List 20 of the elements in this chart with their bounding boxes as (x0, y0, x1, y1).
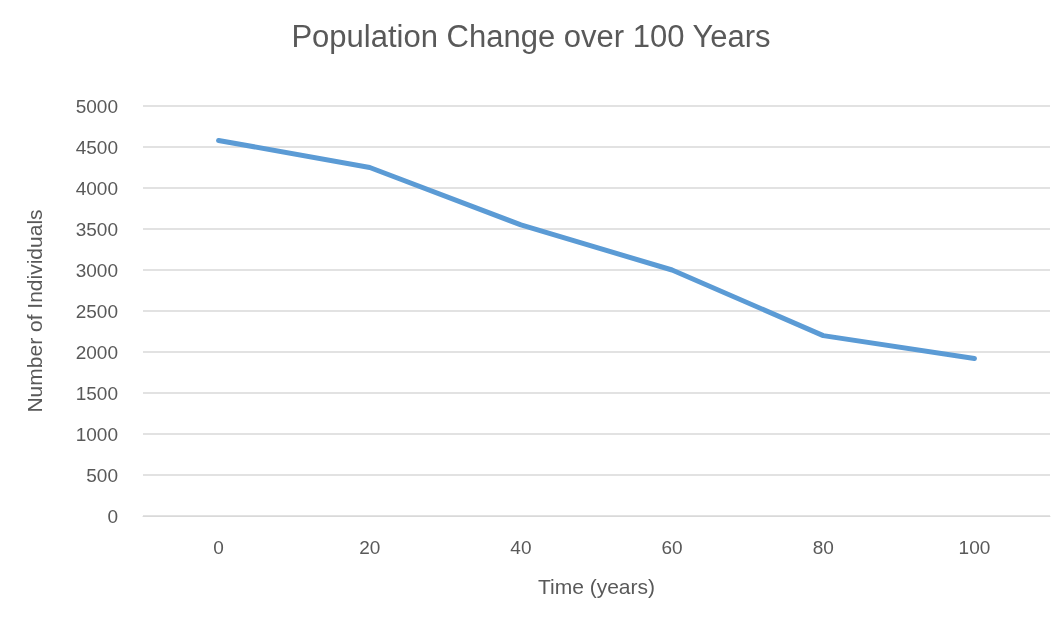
x-tick-label: 40 (510, 537, 532, 558)
x-tick-label: 80 (812, 537, 834, 558)
x-tick-label: 0 (213, 537, 224, 558)
chart-title: Population Change over 100 Years (291, 19, 771, 54)
y-tick-label: 1500 (75, 382, 118, 404)
y-tick-label: 3500 (75, 218, 118, 240)
y-tick-label: 2000 (75, 341, 118, 363)
x-tick-label: 60 (661, 537, 683, 558)
y-tick-label: 5000 (75, 95, 118, 117)
y-tick-label: 4500 (75, 136, 118, 158)
y-tick-label: 500 (86, 464, 118, 486)
y-tick-label: 4000 (75, 177, 118, 199)
x-tick-label: 100 (958, 537, 991, 558)
y-tick-label: 3000 (75, 259, 118, 281)
y-tick-label: 2500 (75, 300, 118, 322)
y-tick-label: 0 (107, 505, 118, 527)
x-axis-title: Time (years) (537, 575, 656, 598)
y-axis-title: Number of Individuals (23, 209, 46, 413)
y-tick-label: 1000 (75, 423, 118, 445)
x-tick-label: 20 (359, 537, 381, 558)
